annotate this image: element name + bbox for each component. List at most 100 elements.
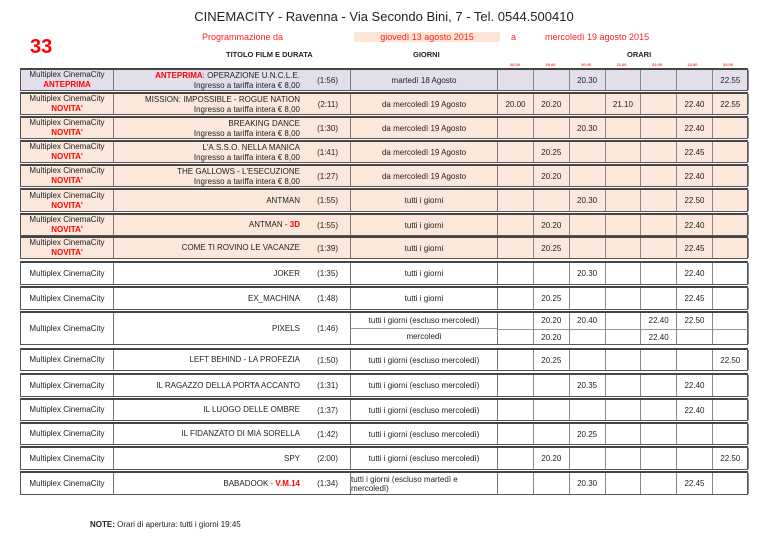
showtime [641,118,676,138]
date-to: mercoledì 19 agosto 2015 [545,32,650,42]
title-line: IL LUOGO DELLE OMBRE [203,405,300,415]
time-cell [713,400,749,420]
title-text: EX_MACHINA [247,293,300,303]
days-label: tutti i giorni (escluso mercoledì) [368,405,480,415]
time-cell: 20.20 [534,448,570,469]
title-cell: JOKER (1:35) [114,263,351,284]
showtime [605,424,640,444]
title-text: IL FIDANZATO DI MIA SORELLA [181,429,300,438]
days-label: da mercoledì 19 Agosto [381,123,467,133]
showtime [641,448,676,469]
time-cell [605,313,642,344]
showtime [570,142,605,162]
title-line: BREAKING DANCE [194,119,300,129]
title-text: L'A.S.S.O. NELLA MANICA [202,143,300,152]
showtime [641,288,676,309]
film-duration: (1:27) [317,171,338,181]
showtime [713,313,748,329]
showtime [570,238,605,258]
time-cell [605,118,642,138]
title-subtitle: Ingresso a tariffa intera € 8,00 [193,177,300,186]
time-cell [570,448,606,469]
days-cell: tutti i giorni (escluso mercoledì) [351,350,498,370]
title-cell: EX_MACHINA (1:48) [114,288,351,309]
status-badge: NOVITA' [51,152,83,161]
time-cell [534,263,570,284]
cinema-name: Multiplex CinemaCity [29,142,105,151]
title-text: ANTMAN [266,195,300,205]
days-cell: tutti i giorni (escluso mercoledì) mercol… [351,313,498,344]
time-cell: 22.50 [713,448,749,469]
showtime [498,118,533,138]
showtime: 22.40 [684,405,705,415]
showtime [498,424,533,444]
days-cell: da mercoledì 19 Agosto [351,118,498,138]
title-line: EX_MACHINA [248,294,300,304]
showtime [498,288,533,309]
showtime [570,288,605,309]
time-cell: 22.50 [677,190,713,211]
table-row: Multiplex CinemaCity NOVITA' MISSION: IMPO… [20,92,749,115]
film-duration: (1:37) [317,405,338,415]
showtime [713,118,748,138]
time-cell: 22.40 22.40 [641,313,678,344]
title-line: THE GALLOWS - L'ESECUZIONE [177,167,300,177]
time-cell [534,375,570,396]
showtime [534,118,569,138]
title-line: MISSION: IMPOSSIBLE - ROGUE NATION [145,95,300,105]
film-title: LEFT BEHIND - LA PROFEZIA [189,355,300,365]
showtime: 20.25 [541,243,562,253]
showtime: 20.20 [541,220,562,230]
showtime: 20.25 [541,355,562,365]
time-cell: 20.25 [570,424,606,444]
time-column-header: 21.00 [616,62,627,67]
time-cell: 22.45 [677,473,713,494]
film-duration: (1:48) [317,294,338,303]
title-cell: ANTMAN - 3D (1:55) [114,215,351,235]
time-cell [641,473,678,494]
film-title: ANTEPRIMA: OPERAZIONE U.N.C.L.E. Ingresso… [155,71,300,91]
showtime [498,166,533,186]
showtime [498,238,533,258]
title-subtitle: Ingresso a tariffa intera € 8,00 [193,105,300,114]
time-cell: 22.55 [713,94,749,114]
title-text: SPY [283,453,300,463]
title-line: LEFT BEHIND - LA PROFEZIA [189,355,300,365]
showtime [641,375,676,396]
showtime [677,350,712,370]
days-cell: tutti i giorni [351,238,498,258]
table-row: Multiplex CinemaCity LEFT BEHIND - LA PRO… [20,348,749,371]
time-cell [498,215,534,235]
showtime [534,190,569,211]
showtime: 22.50 [684,196,705,205]
title-cell: IL RAGAZZO DELLA PORTA ACCANTO (1:31) [114,375,351,396]
cinema-cell: Multiplex CinemaCity NOVITA' [21,142,114,162]
time-cell [570,288,606,309]
showtime [605,473,640,494]
time-cell [677,350,713,370]
table-row: Multiplex CinemaCity NOVITA' BREAKING DANC… [20,116,749,139]
film-duration: (1:30) [317,123,338,133]
status-badge: NOVITA' [51,104,83,113]
cinema-cell: Multiplex CinemaCity [21,263,114,284]
days-label: tutti i giorni (escluso mercoledì) [368,454,480,463]
showtime: 22.40 [648,316,669,326]
showtime: 20.40 [577,316,598,326]
days-label: tutti i giorni [404,243,444,253]
cinema-cell: Multiplex CinemaCity [21,288,114,309]
table-row: Multiplex CinemaCity JOKER (1:35) tutti i g… [20,261,749,285]
showtime [605,375,640,396]
showtime: 20.30 [577,123,598,133]
showtime [570,448,605,469]
status-badge: NOVITA' [51,225,83,234]
showtime: 20.25 [577,429,598,439]
time-cell [713,375,749,396]
time-cell [713,473,749,494]
cinema-cell: Multiplex CinemaCity [21,313,114,344]
time-cell: 22.50 [713,350,749,370]
days-cell: tutti i giorni (escluso mercoledì) [351,448,498,469]
showtime [498,400,533,420]
time-cell [713,142,749,162]
film-title: COME TI ROVINO LE VACANZE [182,243,300,253]
time-cell [498,473,534,494]
